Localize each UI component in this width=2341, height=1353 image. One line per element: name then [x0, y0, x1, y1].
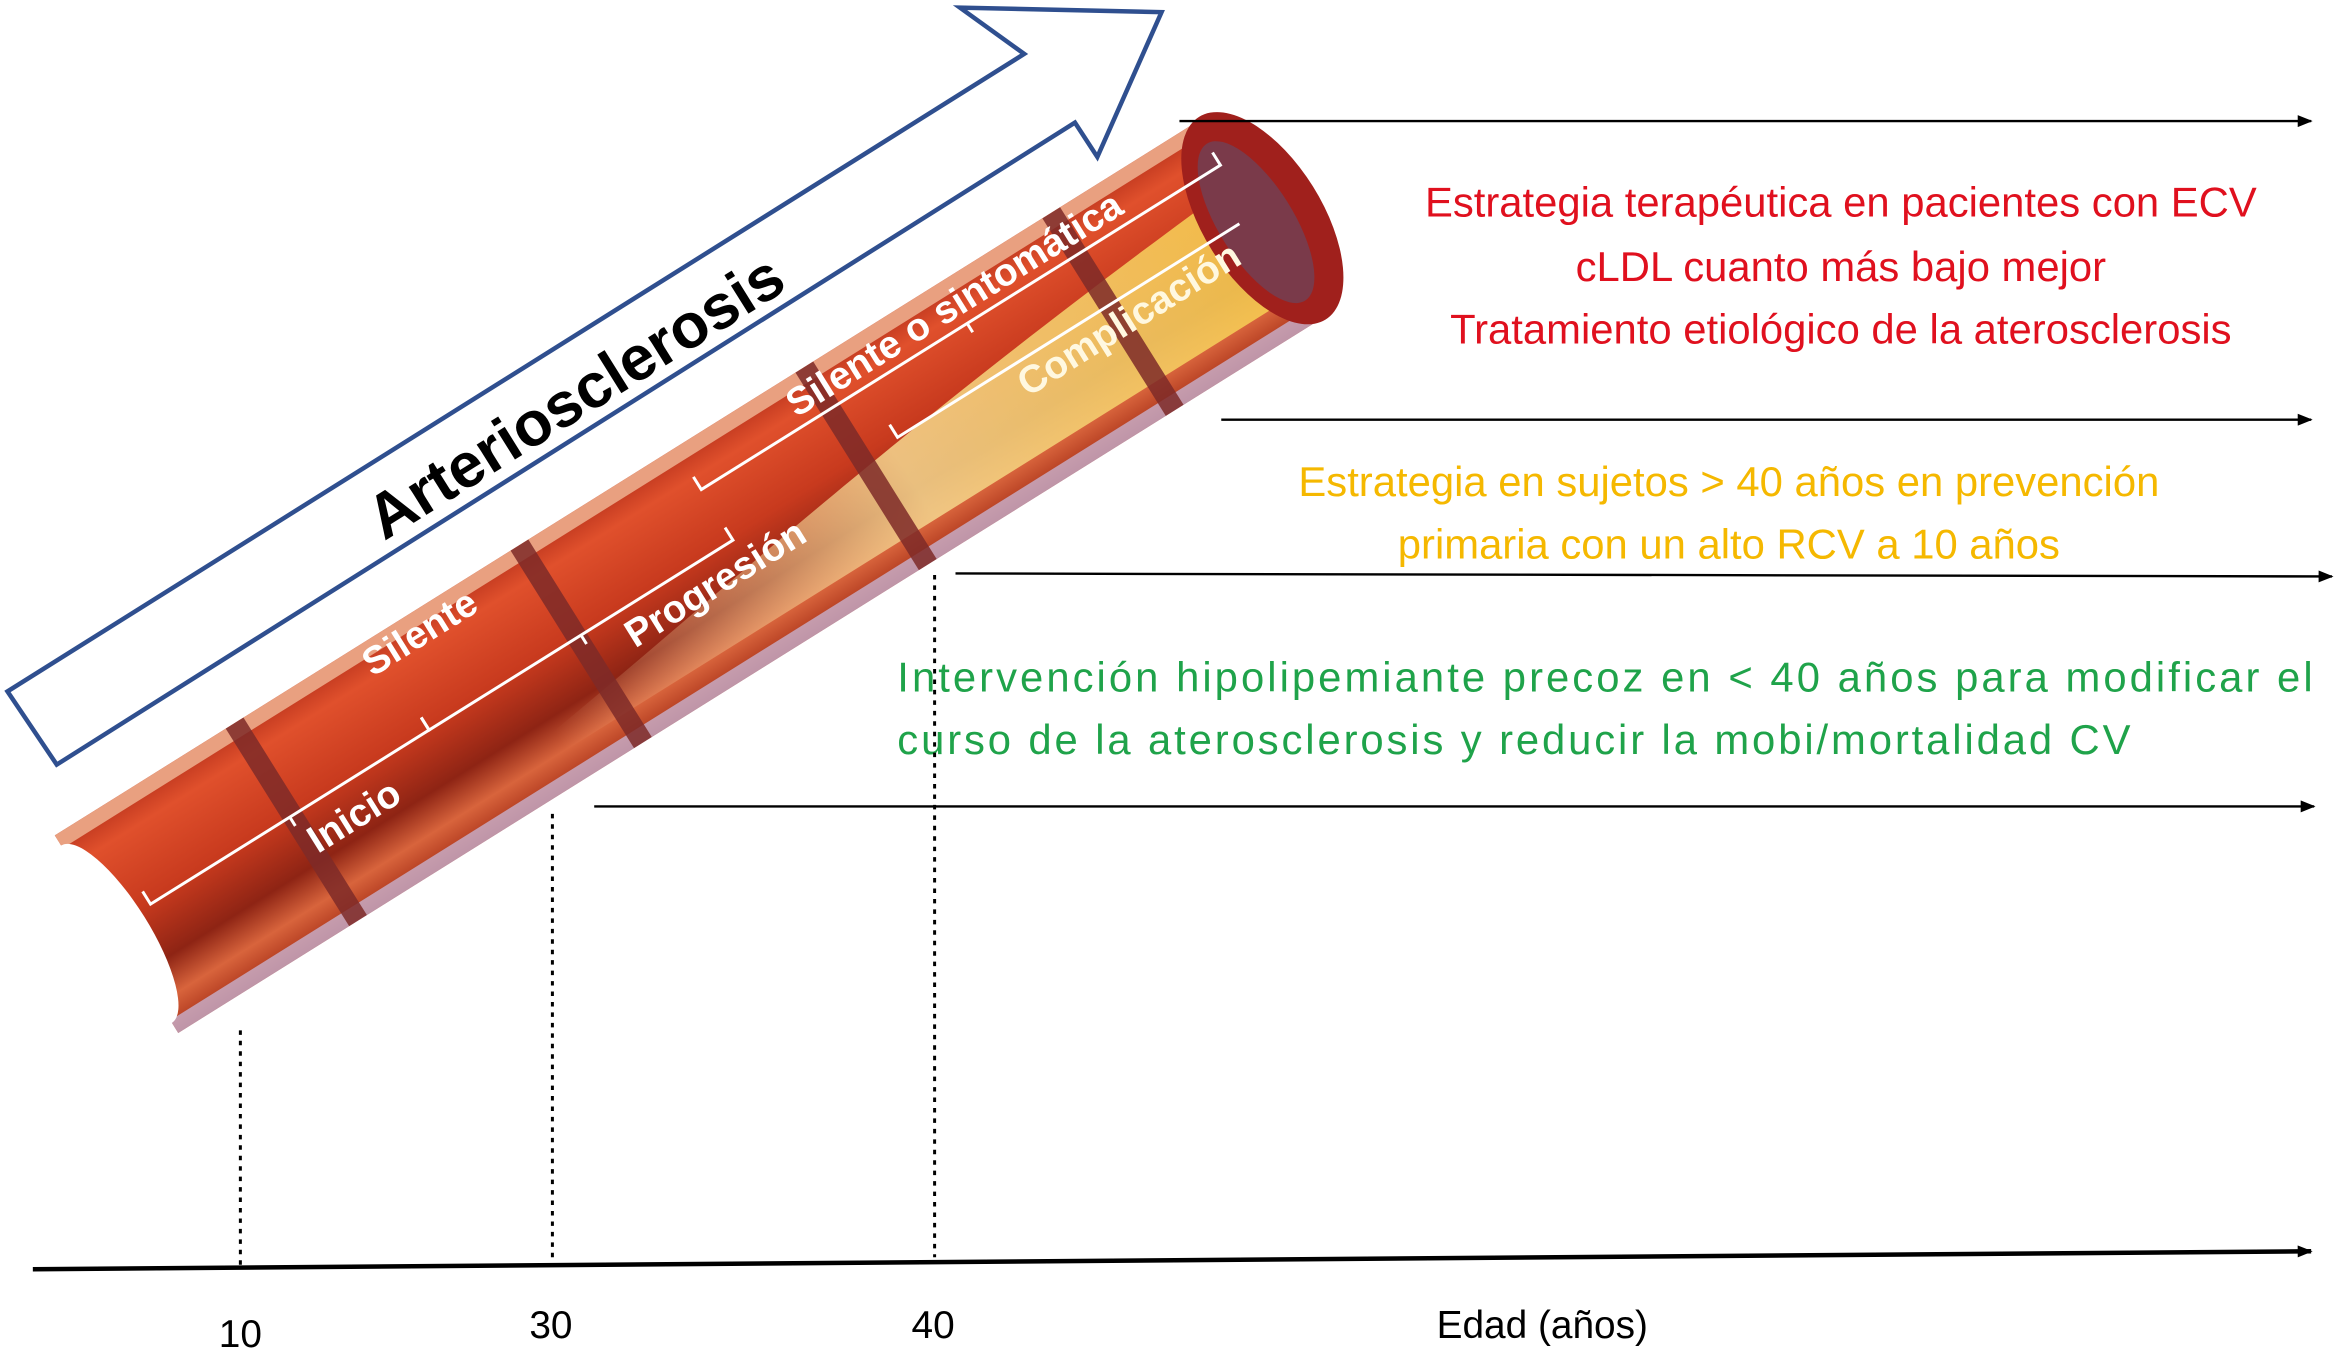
artery-illustration: [54, 112, 1344, 1033]
red-strategy-line-2: cLDL cuanto más bajo mejor: [1576, 243, 2107, 290]
green-strategy-line-1: Intervención hipolipemiante precoz en < …: [897, 653, 2312, 700]
green-strategy-line-2: curso de la aterosclerosis y reducir la …: [897, 716, 2130, 763]
axis-tick-10: 10: [219, 1313, 262, 1353]
axis-tick-40: 40: [912, 1304, 955, 1347]
age-axis: [32, 1245, 2313, 1272]
strategy-arrow-3: [955, 570, 2334, 583]
yellow-strategy-line-1: Estrategia en sujetos > 40 años en preve…: [1298, 458, 2159, 505]
red-strategy-line-3: Tratamiento etiológico de la aterosclero…: [1450, 306, 2231, 353]
axis-tick-30: 30: [529, 1304, 572, 1347]
axis-label: Edad (años): [1437, 1304, 1648, 1347]
yellow-strategy-line-2: primaria con un alto RCV a 10 años: [1398, 521, 2060, 568]
progression-arrow: [4, 5, 1165, 768]
red-strategy-line-1: Estrategia terapéutica en pacientes con …: [1425, 179, 2257, 226]
